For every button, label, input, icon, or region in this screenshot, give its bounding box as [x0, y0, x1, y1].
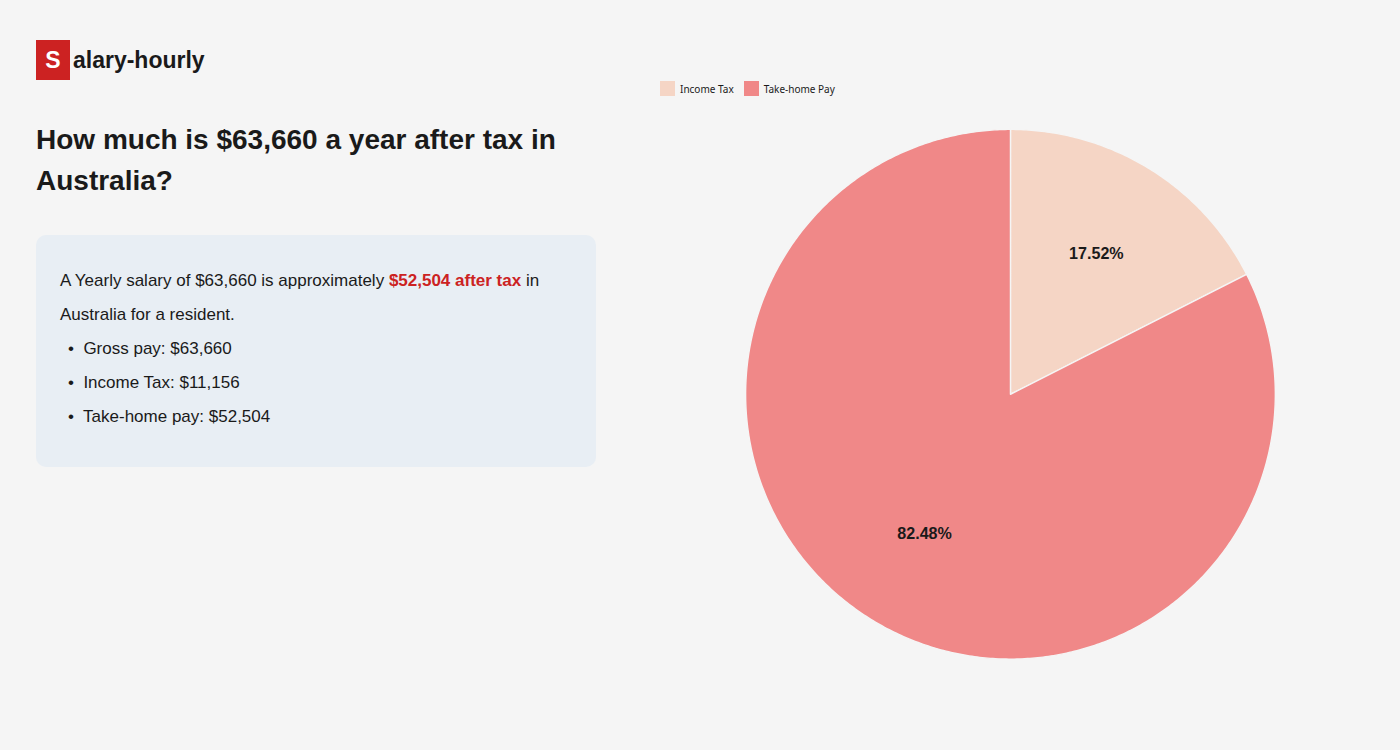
html-text:A Yearly salary of $63,660 is: A Yearly salary of $63,660 is approximat… — [60, 271, 540, 291]
html-text:alary-hourly: alary-hourly — [73, 46, 205, 73]
svg-text:17.52%: 17.52% — [1069, 245, 1124, 263]
html-text:How much is $63,660 a year aft: How much is $63,660 a year after tax in … — [36, 124, 556, 196]
html-text:• Gross pay: $63,660: • Gross pay: $63,660 — [68, 339, 232, 359]
svg-text:82.48%: 82.48% — [897, 525, 952, 543]
html-text:• Take-home pay: $52,504: • Take-home pay: $52,504 — [68, 407, 271, 427]
html-text:• Income Tax: $11,156: • Income Tax: $11,156 — [68, 373, 240, 393]
html-text:Australia for a resident.: Australia for a resident. — [60, 305, 235, 325]
html-text:Take-home Pay: Take-home Pay — [763, 81, 835, 96]
html-text:Income Tax: Income Tax — [680, 81, 734, 96]
html-text:S: S — [45, 47, 61, 73]
